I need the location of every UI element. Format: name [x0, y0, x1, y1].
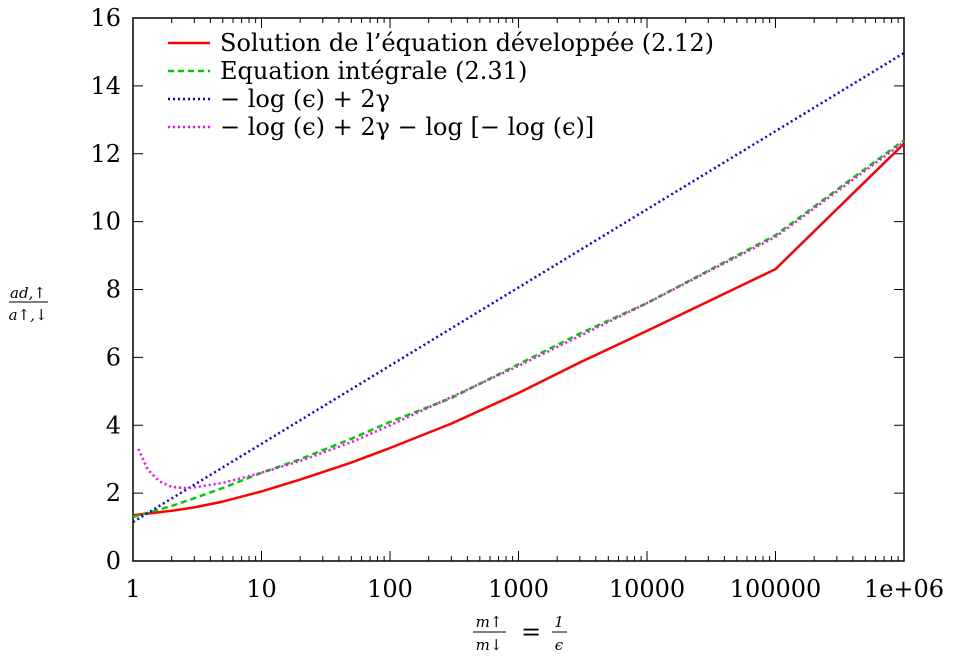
x-axis-label-denominator: m↓ [476, 636, 503, 654]
x-tick-label: 100000 [730, 575, 822, 603]
x-axis-label-equals: = [521, 618, 541, 646]
y-tick-label: 10 [90, 208, 121, 236]
y-tick-label: 8 [106, 276, 121, 304]
x-axis-label-numerator: m↑ [476, 613, 503, 631]
series-line-3 [132, 51, 905, 524]
y-axis-label-numerator: ad,↑ [10, 284, 46, 302]
y-tick-label: 14 [90, 72, 121, 100]
x-tick-label: 1000 [488, 575, 549, 603]
axis-ticks [132, 17, 905, 562]
legend-label-1: Solution de l’équation développée (2.12) [220, 29, 714, 57]
y-tick-label: 0 [106, 547, 121, 575]
legend-label-2: Equation intégrale (2.31) [220, 57, 527, 85]
x-axis-label: m↑ m↓ = 1 ϵ [473, 613, 567, 654]
y-tick-label: 4 [106, 411, 121, 439]
y-tick-label: 16 [90, 4, 121, 32]
x-tick-label: 10000 [609, 575, 685, 603]
y-tick-label: 6 [106, 343, 121, 371]
y-tick-label: 2 [106, 479, 121, 507]
series-lines [132, 51, 905, 524]
y-axis-label: ad,↑ a↑,↓ [9, 284, 48, 324]
axis-tick-labels: 1 10 100 1000 10000 100000 1e+06 0 2 4 6 8 10 12 14 16 [90, 4, 944, 603]
legend-label-3: − log (ϵ) + 2γ [220, 85, 390, 113]
legend-label-4: − log (ϵ) + 2γ − log [− log (ϵ)] [220, 113, 594, 141]
x-tick-label: 1 [125, 575, 140, 603]
y-axis-label-denominator: a↑,↓ [9, 306, 48, 324]
x-tick-label: 100 [367, 575, 413, 603]
x-tick-label: 1e+06 [864, 575, 944, 603]
series-line-4 [137, 140, 905, 490]
legend: Solution de l’équation développée (2.12)… [168, 29, 714, 141]
y-tick-label: 12 [90, 140, 121, 168]
x-axis-label-rhs-numerator: 1 [554, 613, 564, 631]
x-tick-label: 10 [246, 575, 277, 603]
series-line-1 [132, 142, 905, 517]
series-line-2 [132, 139, 905, 519]
x-axis-label-rhs-denominator: ϵ [555, 636, 564, 654]
